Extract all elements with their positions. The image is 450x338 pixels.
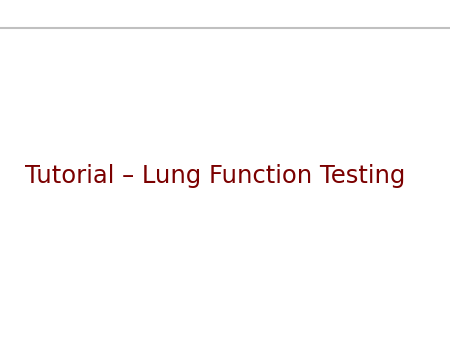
Text: Tutorial – Lung Function Testing: Tutorial – Lung Function Testing [25, 164, 405, 188]
